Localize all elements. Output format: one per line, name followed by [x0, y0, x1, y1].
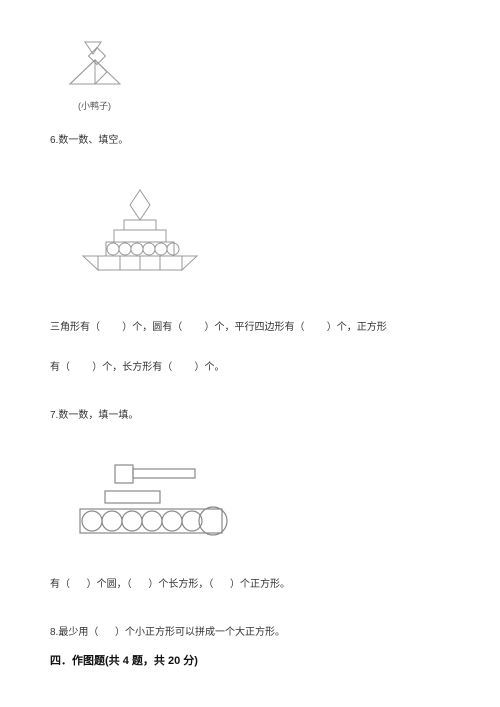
q6-l2c: ）个。: [194, 362, 224, 373]
q6-l1d: ）个，正方形: [327, 322, 387, 333]
q6-figure: [80, 188, 450, 291]
blank: [132, 579, 149, 590]
blank: [98, 627, 115, 638]
blank: [172, 362, 194, 373]
q6-line2: 有（ ）个，长方形有（ ）个。: [50, 357, 450, 379]
section4-title: 四．作图题(共 4 题，共 20 分): [50, 652, 450, 668]
duck-caption: (小鸭子): [78, 99, 450, 112]
q7-ld: ）个正方形。: [230, 579, 290, 590]
q6-l1c: ）个，平行四边形有（: [204, 322, 304, 333]
duck-svg: [65, 40, 123, 88]
blank: [304, 322, 326, 333]
q6-l1a: 三角形有（: [50, 322, 100, 333]
q7-lb: ）个圆，（: [87, 579, 132, 590]
q6-svg: [80, 188, 200, 288]
q7-line: 有（ ）个圆，（ ）个长方形，（ ）个正方形。: [50, 574, 450, 596]
blank: [70, 579, 87, 590]
q7-la: 有（: [50, 579, 70, 590]
duck-figure: [65, 40, 450, 91]
q6-l2a: 有（: [50, 362, 70, 373]
q7-svg: [75, 463, 230, 545]
q6-l2b: ）个，长方形有（: [92, 362, 172, 373]
q7-lc: ）个长方形，（: [148, 579, 213, 590]
q7-prompt: 7.数一数，填一填。: [50, 405, 450, 427]
q6-prompt: 6.数一数、填空。: [50, 130, 450, 152]
q8-a: 8.最少用（: [50, 627, 98, 638]
q6-line1: 三角形有（ ）个，圆有（ ）个，平行四边形有（ ）个，正方形: [50, 317, 450, 339]
blank: [182, 322, 204, 333]
blank: [70, 362, 92, 373]
blank: [100, 322, 122, 333]
q6-l1b: ）个，圆有（: [122, 322, 182, 333]
q8-line: 8.最少用（ ）个小正方形可以拼成一个大正方形。: [50, 622, 450, 644]
q7-figure: [75, 463, 450, 548]
blank: [213, 579, 230, 590]
q8-b: ）个小正方形可以拼成一个大正方形。: [115, 627, 285, 638]
